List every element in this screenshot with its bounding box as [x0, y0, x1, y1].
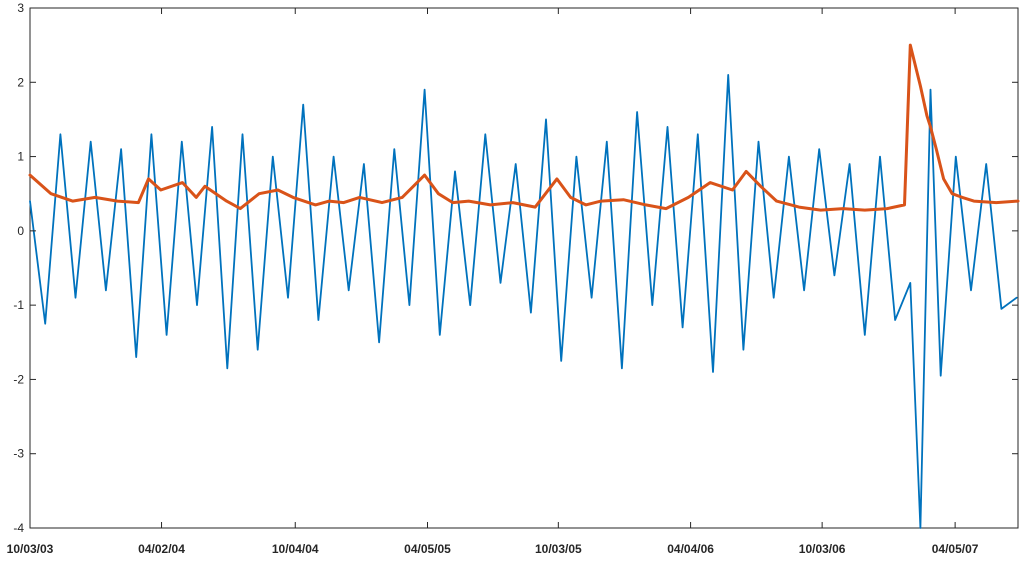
x-tick-label: 10/04/04 — [272, 542, 319, 556]
y-tick-label: 2 — [17, 75, 24, 89]
x-tick-label: 04/02/04 — [138, 542, 185, 556]
series-line-2 — [28, 43, 1020, 212]
x-axis: 10/03/03 04/02/04 10/04/04 04/05/05 10/03/05… — [7, 8, 979, 556]
y-tick-label: 0 — [17, 224, 24, 238]
y-tick-label: 1 — [17, 150, 24, 164]
y-tick-label: 3 — [17, 1, 24, 15]
y-axis: 3 2 1 0 -1 -2 -3 -4 — [13, 1, 1018, 535]
x-tick-label: 10/03/03 — [7, 542, 54, 556]
series-layer — [28, 43, 1020, 529]
x-tick-label: 04/05/05 — [404, 542, 451, 556]
y-tick-label: -4 — [13, 521, 24, 535]
x-tick-label: 10/03/06 — [799, 542, 846, 556]
y-tick-label: -1 — [13, 298, 24, 312]
x-tick-label: 04/05/07 — [932, 542, 979, 556]
x-tick-label: 04/04/06 — [667, 542, 714, 556]
series-line-1 — [29, 74, 1018, 529]
y-tick-label: -3 — [13, 447, 24, 461]
y-tick-label: -2 — [13, 372, 24, 386]
x-tick-label: 10/03/05 — [535, 542, 582, 556]
plot-area — [29, 7, 1019, 529]
